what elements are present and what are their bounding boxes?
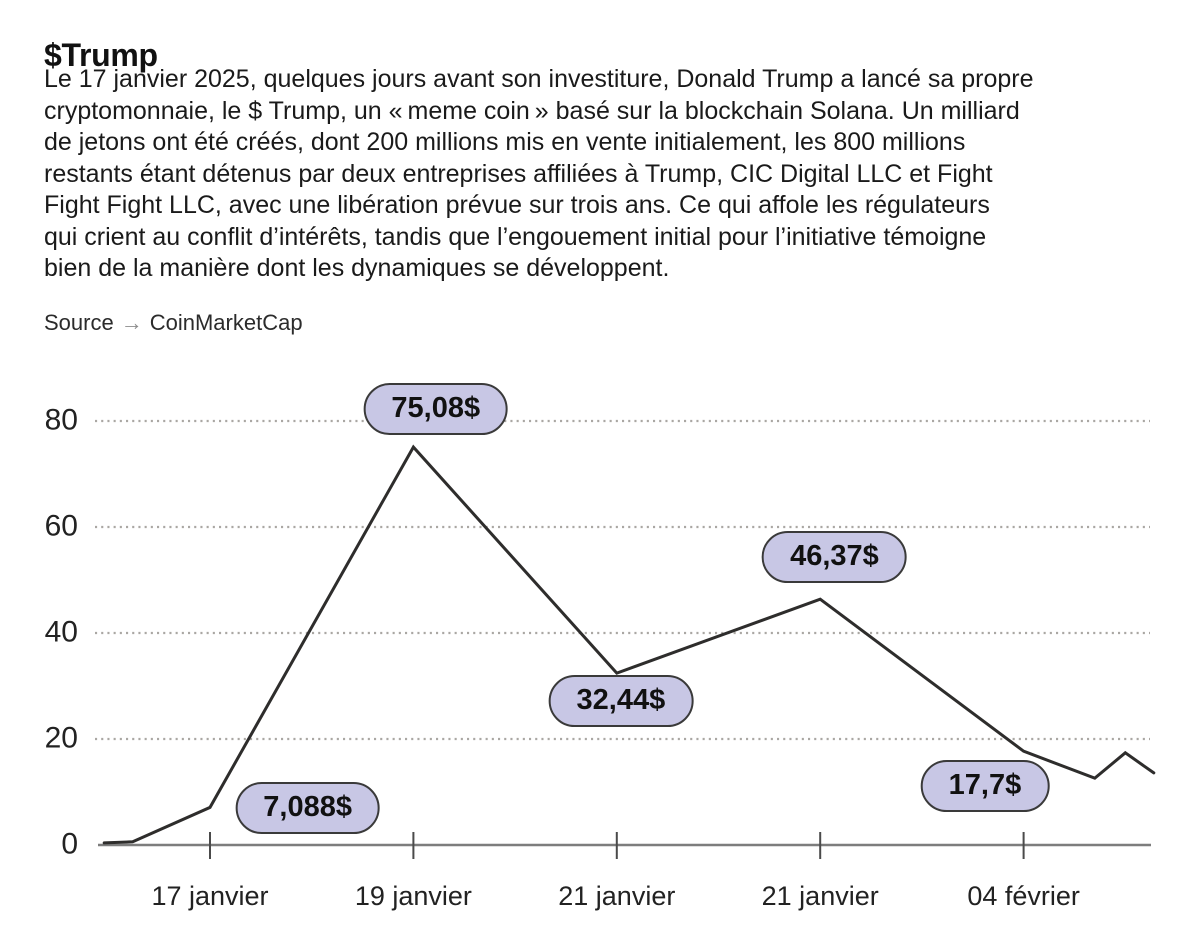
x-axis-label: 21 janvier <box>558 881 676 911</box>
x-axis-label: 19 janvier <box>354 881 472 911</box>
data-label-pill: 75,08$ <box>363 383 509 436</box>
arrow-right-icon: → <box>120 310 143 335</box>
paragraph-line: Le 17 janvier 2025, quelques jours avant… <box>44 65 1034 93</box>
y-axis-label: 0 <box>61 827 78 861</box>
y-axis-label: 80 <box>44 403 78 437</box>
paragraph-line: cryptomonnaie, le $ Trump, un « meme coi… <box>44 96 1020 125</box>
paragraph-line: de jetons ont été créés, dont 200 millio… <box>44 128 966 156</box>
paragraph-line: bien de la manière dont les dynamiques s… <box>44 254 670 282</box>
price-chart: 0 20 40 60 80 17 janvier 19 janvier 21 janvier 2… <box>0 378 1194 948</box>
x-axis-label: 21 janvier <box>761 881 879 911</box>
price-line-series <box>102 444 1156 845</box>
x-axis-label: 04 février <box>967 881 1080 911</box>
paragraph-line: Fight Fight LLC, avec une libération pré… <box>44 191 990 219</box>
paragraph-line: restants étant détenus par deux entrepri… <box>44 159 993 188</box>
paragraph-line: qui crient au conflit d’intérêts, tandis… <box>44 222 987 251</box>
data-label-pill: 46,37$ <box>762 530 907 583</box>
y-axis-label: 60 <box>44 509 78 543</box>
data-label-pill: 17,7$ <box>920 760 1050 813</box>
y-axis-label: 20 <box>44 721 78 755</box>
page-title: $Trump <box>44 37 158 74</box>
source-label: Source <box>44 310 114 335</box>
x-axis-label: 17 janvier <box>151 881 269 911</box>
source-name: CoinMarketCap <box>149 310 303 335</box>
chart-canvas <box>95 419 1156 859</box>
data-label-pill: 7,088$ <box>235 781 380 834</box>
intro-paragraph: Le 17 janvier 2025, quelques jours avant… <box>44 64 1174 285</box>
data-label-pill: 32,44$ <box>548 674 694 727</box>
y-axis-label: 40 <box>44 615 78 649</box>
source-line: Source → CoinMarketCap <box>44 310 303 336</box>
